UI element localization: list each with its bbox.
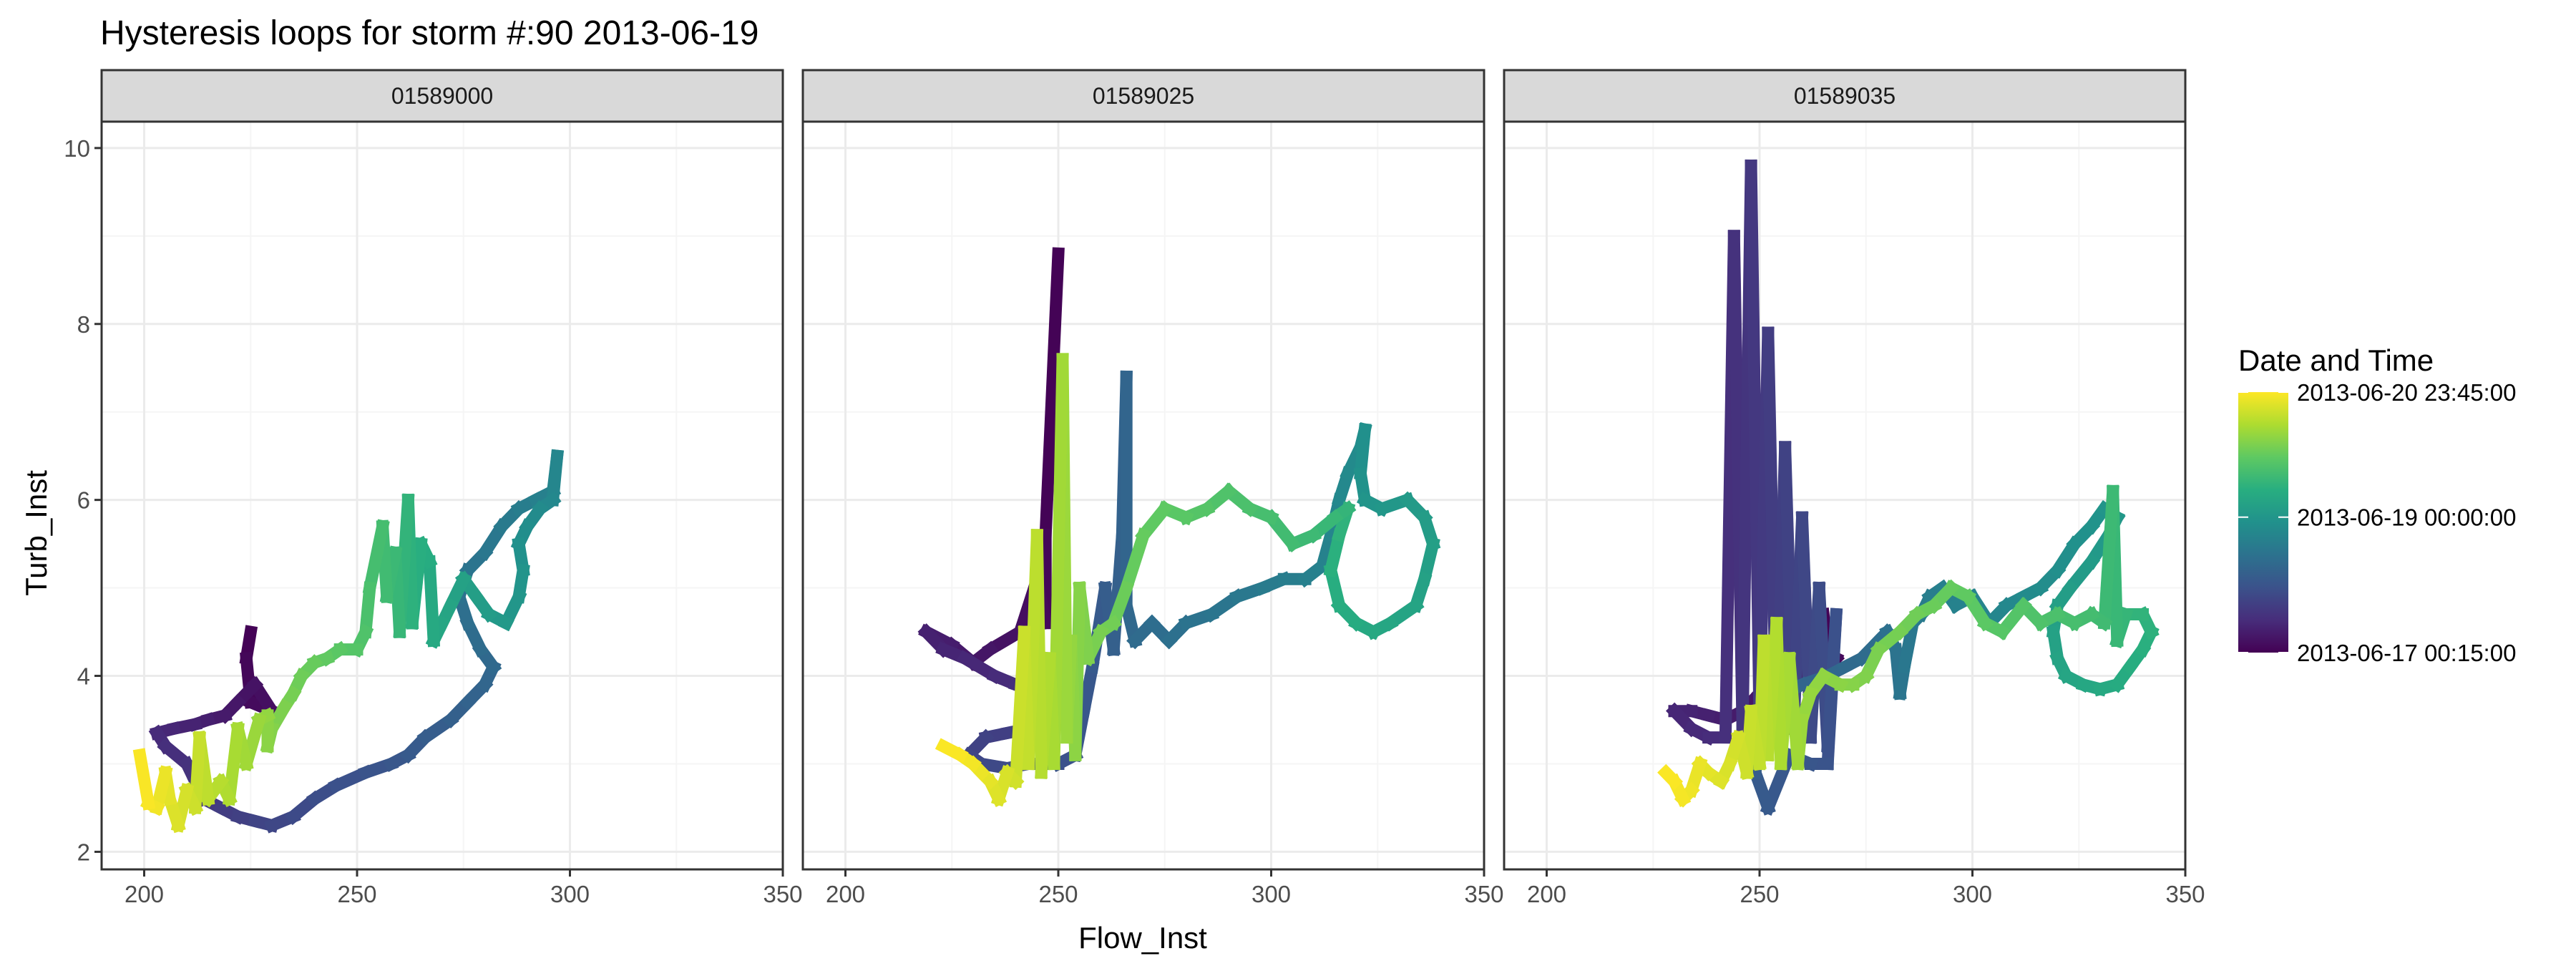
series-line [132, 449, 565, 834]
y-tick-label: 10 [64, 135, 90, 162]
x-tick-label: 300 [1953, 881, 1992, 907]
line-segment [132, 748, 156, 811]
line-segment [1039, 247, 1065, 542]
line-segment [1897, 615, 1921, 675]
series-line [1657, 159, 2160, 816]
x-tick-label: 350 [1464, 881, 1503, 907]
facet-strip [100, 69, 784, 123]
line-segment [1354, 423, 1372, 481]
facet-strip [801, 69, 1485, 123]
line-segment [1076, 660, 1100, 718]
legend-title: Date and Time [2238, 343, 2434, 377]
x-tick-label: 200 [125, 881, 164, 907]
facet-panel: 01589000 [100, 69, 784, 871]
y-tick-label: 2 [77, 839, 90, 865]
facet-panel: 01589035 [1503, 69, 2187, 871]
facet-strip-label: 01589000 [391, 83, 493, 109]
line-segment [358, 581, 377, 639]
line-segment [1009, 625, 1031, 789]
y-tick-label: 8 [77, 311, 90, 338]
x-tick-label: 300 [1252, 881, 1291, 907]
line-segment [1657, 763, 1684, 791]
x-tick-label: 350 [2165, 881, 2205, 907]
line-segment [935, 738, 969, 763]
facet-strip-label: 01589025 [1093, 83, 1194, 109]
line-segment [2097, 484, 2119, 630]
x-tick-label: 250 [1038, 881, 1078, 907]
line-segment [423, 555, 441, 648]
facet-panels: 01589000 01589025 01589035 [100, 69, 2187, 871]
y-tick-label: 6 [77, 487, 90, 514]
x-tick-label: 200 [826, 881, 865, 907]
legend-colorbar [2238, 392, 2288, 653]
legend-ticks: 2013-06-20 23:45:00 2013-06-19 00:00:00 20… [2238, 379, 2516, 666]
panel-background [803, 122, 1484, 869]
y-axis: 2 4 6 8 10 [64, 135, 102, 865]
x-tick-label: 200 [1527, 881, 1566, 907]
line-segment [1821, 608, 1843, 771]
legend-label: 2013-06-20 23:45:00 [2297, 379, 2516, 406]
facet-panel: 01589025 [801, 69, 1485, 871]
x-tick-label: 350 [763, 881, 802, 907]
line-segment [1118, 527, 1151, 596]
x-axis-title: Flow_Inst [1078, 921, 1207, 955]
y-axis-title: Turb_Inst [19, 470, 53, 596]
chart-title: Hysteresis loops for storm #:90 2013-06-… [100, 14, 758, 52]
x-tick-label: 250 [1740, 881, 1779, 907]
legend: Date and Time 2013-06-20 23:45:002013-06… [2238, 343, 2516, 666]
x-axis: 200 250 300 350 200 250 300 350 200 250 300 350 [125, 869, 2205, 907]
legend-label: 2013-06-19 00:00:00 [2297, 504, 2516, 531]
facet-strip-label: 01589035 [1794, 83, 1896, 109]
line-segment [362, 519, 390, 595]
panel-background [102, 122, 783, 869]
y-tick-label: 4 [77, 663, 90, 690]
panel-background [1504, 122, 2185, 869]
x-tick-label: 300 [550, 881, 590, 907]
legend-label: 2013-06-17 00:15:00 [2297, 640, 2516, 666]
line-segment [223, 721, 245, 806]
x-tick-label: 250 [337, 881, 376, 907]
series-line [917, 247, 1441, 807]
facet-strip [1503, 69, 2187, 123]
